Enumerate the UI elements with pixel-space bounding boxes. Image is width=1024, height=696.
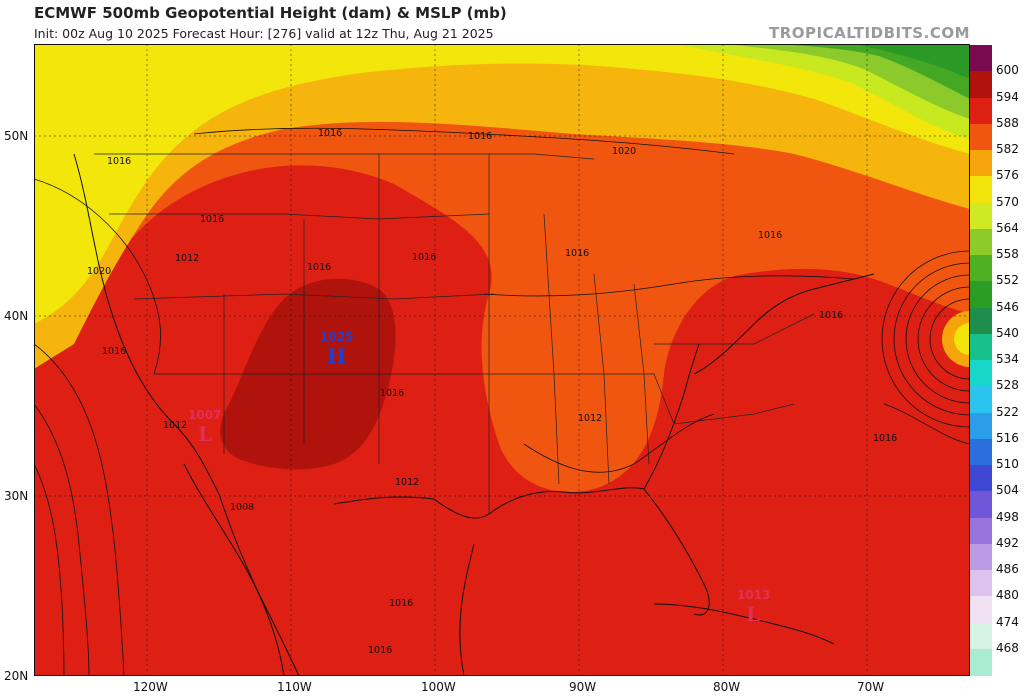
colorbar-label: 522: [996, 404, 1019, 419]
low-pressure-value-caribbean: 1013: [737, 588, 771, 602]
colorbar-segment: [970, 176, 992, 203]
colorbar-label: 492: [996, 535, 1019, 550]
height-fill-546: [854, 44, 970, 79]
colorbar-label: 582: [996, 142, 1019, 156]
lat-label-30n: 30N: [4, 489, 29, 503]
colorbar-label: 486: [996, 562, 1019, 576]
lat-label-40n: 40N: [4, 309, 29, 323]
colorbar-segment: [970, 333, 992, 361]
isobar-label: 1020: [87, 266, 112, 277]
isobar-label: 1016: [368, 645, 393, 656]
colorbar-segment: [970, 570, 992, 597]
isobar-label: 1012: [163, 420, 188, 431]
colorbar-segment: [970, 360, 992, 387]
isobar-label: 1020: [612, 146, 637, 157]
colorbar-segment: [970, 228, 992, 256]
colorbar-segment: [970, 71, 992, 98]
colorbar-label: 474: [996, 614, 1019, 629]
colorbar-label: 534: [996, 352, 1019, 366]
isobar-label: 1012: [395, 477, 420, 488]
colorbar-segment: [970, 543, 992, 571]
isobar-label: 1016: [102, 346, 127, 357]
colorbar-segment: [970, 281, 992, 308]
colorbar-label: 576: [996, 168, 1019, 183]
colorbar-segment: [970, 648, 992, 676]
brand-watermark: TROPICALTIDBITS.COM: [769, 24, 970, 42]
colorbar-segment: [970, 202, 992, 230]
lat-label-50n: 50N: [4, 129, 29, 143]
colorbar-segment: [970, 97, 992, 125]
coastlines: [73, 153, 875, 676]
isobar-label: 1016: [873, 433, 898, 444]
low-pressure-value-west: 1007: [188, 408, 222, 422]
colorbar-label: 558: [996, 247, 1019, 261]
colorbar-label: 468: [996, 640, 1019, 655]
isobar-label: 1016: [200, 214, 225, 225]
lon-label-120w: 120W: [133, 680, 168, 694]
colorbar-segment: [970, 123, 992, 151]
height-fill-hurricane-core: [954, 323, 970, 355]
low-pressure-letter-west: L: [198, 422, 213, 446]
colorbar-segment: [970, 150, 992, 177]
isobar-label: 1008: [230, 502, 255, 513]
colorbar-segment: [970, 255, 992, 282]
colorbar-label: 498: [996, 509, 1019, 524]
colorbar-segment: [970, 438, 992, 466]
weather-map: [34, 44, 970, 676]
colorbar-label: 570: [996, 194, 1019, 209]
low-pressure-letter-caribbean: L: [746, 602, 761, 626]
colorbar-label: 504: [996, 483, 1019, 498]
lon-label-100w: 100W: [421, 680, 456, 694]
colorbar-segment: [970, 45, 992, 72]
lon-label-90w: 90W: [569, 680, 597, 694]
height-fill-582: [34, 44, 970, 492]
lon-label-80w: 80W: [713, 680, 741, 694]
map-subtitle: Init: 00z Aug 10 2025 Forecast Hour: [27…: [34, 26, 494, 41]
colorbar-label: 588: [996, 115, 1019, 130]
colorbar-segment: [970, 596, 992, 623]
colorbar-label: 510: [996, 457, 1019, 471]
height-fill-576: [34, 44, 970, 369]
isobar-label: 1016: [565, 248, 590, 259]
isobar-label: 1016: [468, 131, 493, 142]
isobar-label: 1016: [307, 262, 332, 273]
colorbar-segment: [970, 622, 992, 650]
isobar-label: 1016: [389, 598, 414, 609]
colorbar-segment: [970, 386, 992, 413]
colorbar-label: 516: [996, 430, 1019, 445]
colorbar-segment: [970, 491, 992, 518]
lon-label-70w: 70W: [857, 680, 885, 694]
colorbar: [970, 45, 992, 676]
isobar-label: 1016: [412, 252, 437, 263]
colorbar-label: 480: [996, 588, 1019, 603]
isobar-label: 1012: [578, 413, 603, 424]
isobar-label: 1016: [380, 388, 405, 399]
colorbar-segment: [970, 412, 992, 440]
colorbar-segment: [970, 307, 992, 335]
lon-label-110w: 110W: [277, 680, 312, 694]
colorbar-segment: [970, 465, 992, 492]
colorbar-segment: [970, 517, 992, 545]
lat-label-20n: 20N: [4, 669, 29, 683]
isobar-label: 1016: [107, 156, 132, 167]
isobar-label: 1016: [758, 230, 783, 241]
high-pressure-letter: H: [327, 344, 346, 368]
colorbar-label: 552: [996, 273, 1019, 288]
map-frame: [34, 44, 970, 676]
map-title: ECMWF 500mb Geopotential Height (dam) & …: [34, 4, 507, 22]
state-borders: [94, 153, 815, 514]
colorbar-label: 564: [996, 220, 1019, 235]
isobar-label: 1016: [318, 128, 343, 139]
graticule: [34, 44, 970, 676]
colorbar-label: 528: [996, 378, 1019, 393]
isobar-label: 1016: [819, 310, 844, 321]
colorbar-label: 600: [996, 63, 1019, 78]
colorbar-label: 540: [996, 325, 1019, 340]
isobar-label: 1012: [175, 253, 200, 264]
colorbar-label: 594: [996, 89, 1019, 104]
isobars: [34, 127, 970, 676]
high-pressure-value: 1025: [320, 330, 354, 344]
colorbar-label: 546: [996, 299, 1019, 314]
